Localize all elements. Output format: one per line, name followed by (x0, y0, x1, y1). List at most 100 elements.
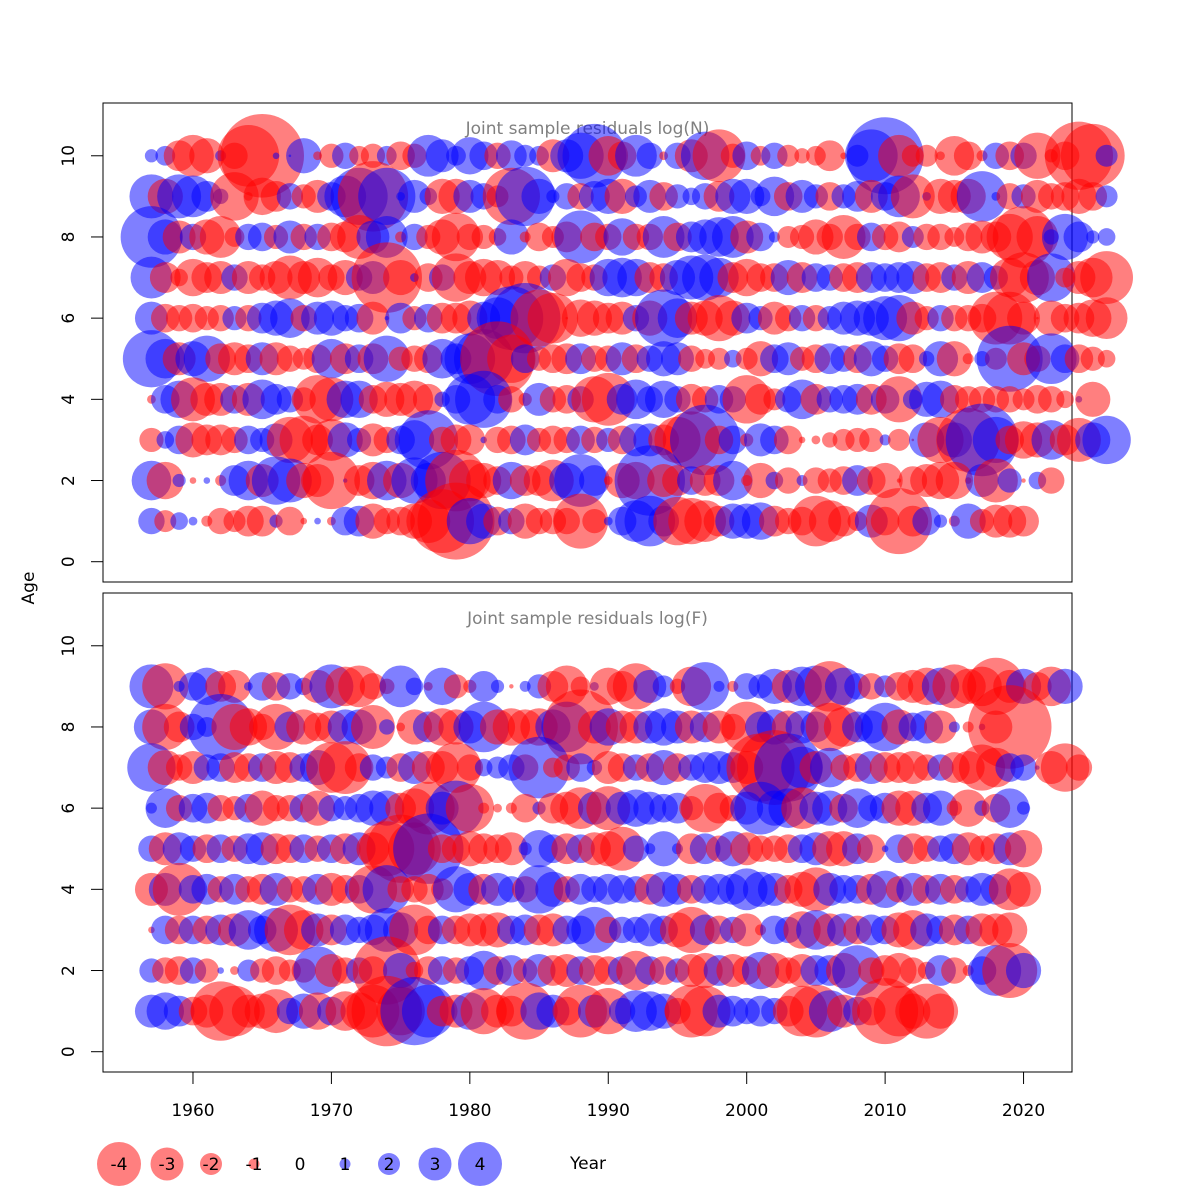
bubble-age-7-year-2020 (1010, 754, 1037, 781)
y-tick-label: 8 (59, 722, 79, 733)
legend-bubble (248, 1158, 260, 1170)
bubble-age-1-year-1988 (553, 493, 609, 549)
bubble-age-9-year-1976 (397, 179, 431, 213)
bubble-age-9-year-1998 (713, 680, 725, 692)
bubble-age-10-year-2004 (794, 148, 810, 164)
bubble-age-2-year-2015 (941, 957, 968, 984)
bubble-age-6-year-1980 (445, 783, 495, 833)
bubble-age-3-year-2004 (798, 436, 806, 444)
bubble-age-9-year-1983 (509, 684, 514, 689)
plot-frame (102, 102, 1073, 583)
bubble-age-5-year-2009 (856, 834, 886, 864)
bubble-age-1-year-2013 (912, 506, 941, 536)
legend-label: 4 (475, 1155, 486, 1175)
bubble-age-1-year-1969 (314, 517, 321, 525)
bubble-age-1-year-2020 (1008, 505, 1039, 537)
bubble-age-6-year-1981 (478, 802, 490, 814)
bubbles (120, 113, 1134, 560)
legend-label: 2 (384, 1155, 395, 1175)
bubble-age-9-year-2026 (1095, 185, 1118, 208)
panel-log-f: Joint sample residuals log(F) 0 2 4 6 8 10 (59, 592, 1093, 1073)
bubble-age-9-year-1967 (276, 673, 304, 700)
bubble-age-8-year-1974 (379, 719, 395, 735)
bubble-age-7-year-2026 (1080, 251, 1134, 304)
bubble-age-5-year-2026 (1097, 349, 1116, 368)
bubble-age-10-year-1984 (514, 144, 537, 167)
bubble-age-8-year-2014 (923, 710, 957, 744)
bubble-age-9-year-1973 (359, 673, 387, 700)
bubble-age-2-year-1989 (579, 465, 610, 496)
bubble-age-8-year-2015 (948, 721, 960, 733)
legend-label: 0 (295, 1155, 306, 1175)
bubble-age-6-year-2020 (1016, 801, 1031, 815)
bubble-age-2-year-1962 (217, 967, 224, 974)
bubble-age-7-year-1958 (149, 262, 181, 293)
legend-label: -4 (111, 1155, 128, 1175)
bubble-age-10-year-2025 (1060, 123, 1125, 188)
bubble-age-10-year-1998 (692, 129, 746, 183)
bubble-age-2-year-1958 (146, 461, 184, 500)
bubble-age-6-year-1973 (356, 301, 390, 335)
bubble-age-10-year-1978 (425, 139, 459, 173)
bubble-age-10-year-2016 (953, 141, 983, 171)
bubble-age-3-year-1957 (139, 427, 164, 453)
bubble-age-8-year-2026 (1097, 228, 1116, 246)
bubble-age-3-year-1999 (718, 425, 748, 455)
bubble-age-8-year-1973 (350, 704, 395, 749)
bubble-age-7-year-1975 (383, 259, 419, 296)
legend-bubble (339, 1158, 351, 1170)
bubble-age-9-year-1975 (379, 665, 422, 708)
y-tick-label: 2 (59, 965, 79, 976)
x-tick-label: 1960 (171, 1101, 214, 1121)
bubble-age-2-year-2003 (775, 467, 802, 494)
bubble-age-8-year-2001 (746, 222, 775, 252)
bubble-age-5-year-1983 (494, 832, 528, 866)
y-axis-label: Age (19, 572, 39, 605)
bubble-age-9-year-1979 (443, 674, 469, 699)
bubble-age-1-year-1965 (246, 505, 278, 537)
y-tick-label: 6 (59, 803, 79, 814)
bubble-age-2-year-1970 (302, 451, 361, 510)
bubble-age-7-year-2022 (1027, 253, 1076, 302)
bubble-age-2-year-2015 (935, 461, 974, 500)
bubble-age-1-year-1968 (300, 517, 308, 525)
bubble-age-3-year-2003 (773, 425, 803, 455)
y-tick-label: 6 (59, 313, 79, 324)
bubble-age-10-year-1966 (272, 152, 280, 160)
bubble-age-6-year-2019 (989, 788, 1030, 828)
bubble-age-8-year-2024 (1063, 221, 1095, 253)
bubble-age-5-year-2025 (1080, 346, 1105, 371)
bubble-age-3-year-2009 (859, 427, 884, 453)
bubble-age-10-year-1961 (189, 138, 225, 174)
bubble-age-9-year-1976 (405, 677, 424, 696)
legend: -4 -3 -2 -1 0 1 2 3 4 (97, 1142, 502, 1186)
bubble-age-1-year-1960 (188, 516, 198, 526)
bubble-age-6-year-2026 (1085, 297, 1128, 340)
legend-label: 1 (340, 1155, 351, 1175)
bubble-age-4-year-1983 (498, 386, 525, 413)
bubble-age-6-year-1984 (510, 793, 540, 823)
bubble-age-10-year-1957 (144, 149, 159, 163)
bubble-age-9-year-2000 (729, 178, 765, 214)
bubble-age-2-year-1963 (230, 966, 239, 975)
y-tick-label: 0 (59, 556, 79, 567)
bubble-age-3-year-2000 (730, 913, 764, 947)
bubble-age-9-year-1985 (521, 178, 557, 214)
y-tick-label: 8 (59, 232, 79, 243)
x-axis-label: Year (569, 1154, 606, 1174)
bubble-age-7-year-1980 (456, 754, 484, 781)
legend-bubble (200, 1153, 222, 1175)
y-tick-label: 4 (59, 394, 79, 405)
bubble-age-9-year-2023 (1047, 668, 1083, 704)
x-tick-label: 1990 (587, 1101, 630, 1121)
x-tick-label: 1980 (448, 1101, 491, 1121)
bubble-age-6-year-1986 (527, 292, 579, 344)
bubble-age-9-year-2017 (956, 171, 1008, 222)
bubble-age-5-year-2015 (936, 341, 972, 377)
x-tick-label: 2020 (1002, 1101, 1045, 1121)
bubble-age-5-year-1998 (708, 347, 731, 370)
panel-title: Joint sample residuals log(F) (466, 609, 708, 629)
legend-label: 3 (430, 1155, 441, 1175)
bubble-age-2-year-1961 (194, 958, 219, 983)
